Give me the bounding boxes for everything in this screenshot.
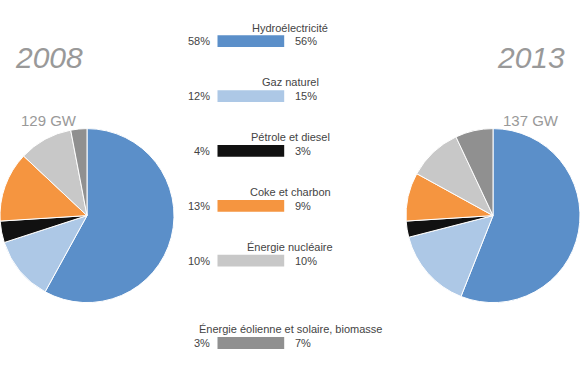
svg-text:10%: 10% [295,255,317,267]
svg-text:56%: 56% [295,35,317,47]
svg-text:Pétrole et diesel: Pétrole et diesel [251,131,330,143]
svg-text:9%: 9% [295,200,311,212]
svg-text:10%: 10% [188,255,210,267]
svg-text:58%: 58% [188,35,210,47]
svg-text:15%: 15% [295,90,317,102]
svg-text:Coke et charbon: Coke et charbon [250,186,331,198]
svg-text:4%: 4% [194,145,210,157]
svg-text:13%: 13% [188,200,210,212]
svg-text:2008: 2008 [15,41,83,74]
svg-text:Énergie éolienne et solaire, b: Énergie éolienne et solaire, biomasse [199,323,382,335]
svg-text:Énergie nucléaire: Énergie nucléaire [247,241,333,253]
svg-text:Hydroélectricité: Hydroélectricité [252,22,328,34]
svg-text:2013: 2013 [497,41,565,74]
svg-text:137 GW: 137 GW [503,112,559,129]
svg-text:7%: 7% [295,337,311,349]
svg-text:129 GW: 129 GW [21,112,77,129]
svg-text:12%: 12% [188,90,210,102]
svg-text:3%: 3% [194,337,210,349]
svg-text:3%: 3% [295,145,311,157]
svg-text:Gaz naturel: Gaz naturel [262,76,319,88]
